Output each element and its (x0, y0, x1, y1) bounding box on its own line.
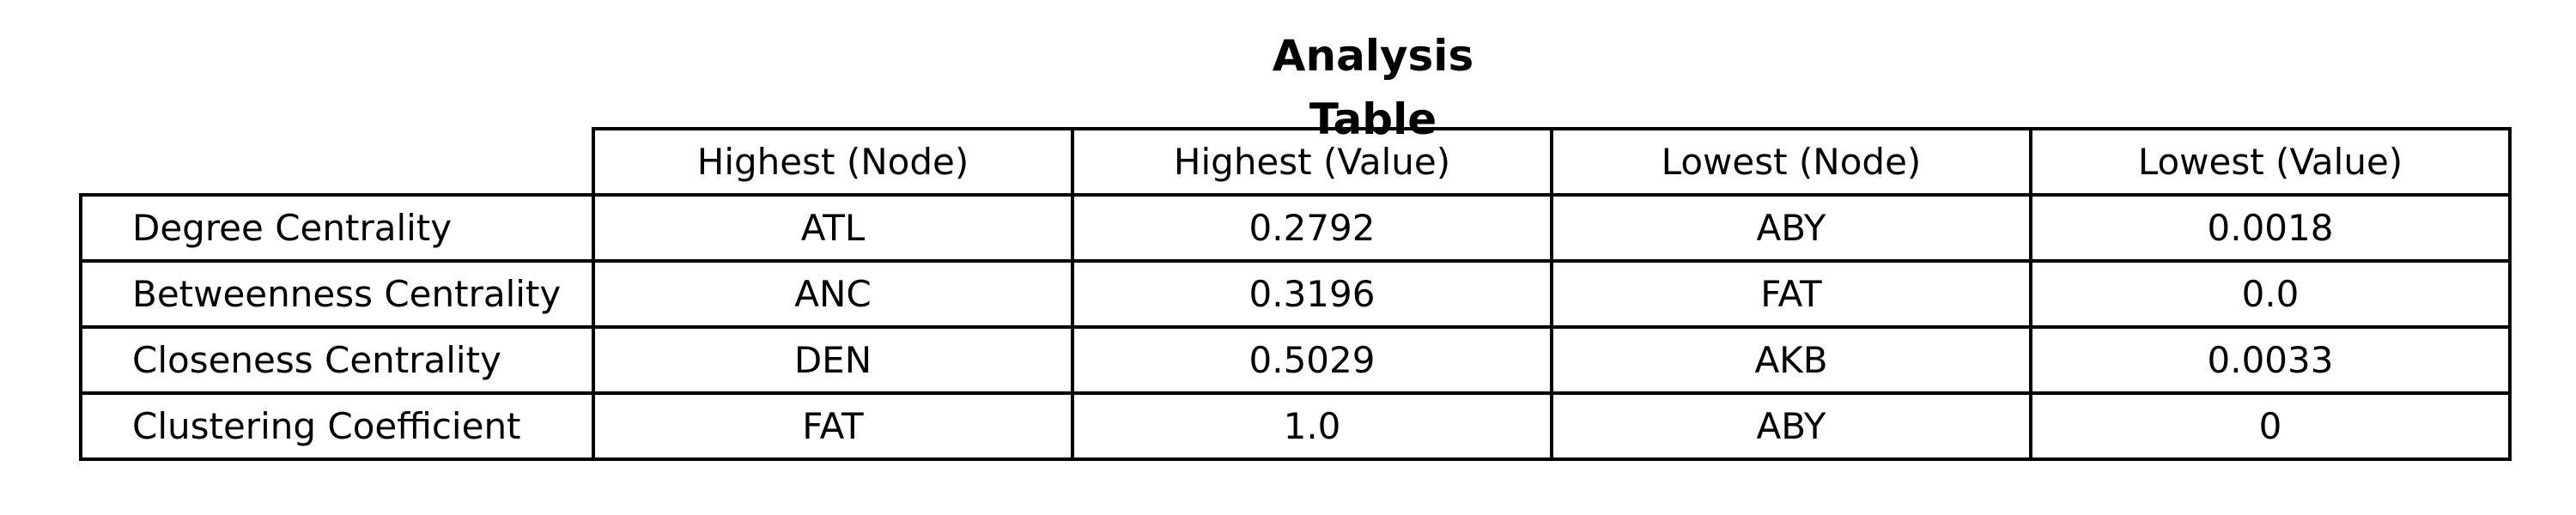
row-label: Clustering Coefficient (79, 391, 595, 461)
analysis-table: Highest (Node) Highest (Value) Lowest (N… (79, 127, 2512, 461)
table-cell: FAT (592, 391, 1074, 461)
table-cell: 0 (2029, 391, 2512, 461)
table-cell: 0.0 (2029, 259, 2512, 329)
column-header: Lowest (Node) (1550, 127, 2032, 197)
table-cell: FAT (1550, 259, 2032, 329)
table-cell: ATL (592, 193, 1074, 263)
table-row: Closeness Centrality DEN 0.5029 AKB 0.00… (79, 325, 2512, 395)
table-cell: ABY (1550, 391, 2032, 461)
table-cell: 0.5029 (1071, 325, 1553, 395)
header-row: Highest (Node) Highest (Value) Lowest (N… (81, 127, 2512, 197)
table-cell: DEN (592, 325, 1074, 395)
table-cell: 0.2792 (1071, 193, 1553, 263)
column-header: Highest (Value) (1071, 127, 1553, 197)
table-cell: 0.0033 (2029, 325, 2512, 395)
table-title: Analysis Table (1272, 31, 1474, 144)
table-cell: AKB (1550, 325, 2032, 395)
row-label: Betweenness Centrality (79, 259, 595, 329)
column-header: Highest (Node) (592, 127, 1074, 197)
table-row: Degree Centrality ATL 0.2792 ABY 0.0018 (79, 193, 2512, 263)
row-label: Degree Centrality (79, 193, 595, 263)
row-label: Closeness Centrality (79, 325, 595, 395)
table-cell: ANC (592, 259, 1074, 329)
corner-cell (81, 129, 595, 197)
table-row: Clustering Coefficient FAT 1.0 ABY 0 (79, 391, 2512, 461)
table-row: Betweenness Centrality ANC 0.3196 FAT 0.… (79, 259, 2512, 329)
table-cell: 0.3196 (1071, 259, 1553, 329)
table-cell: 1.0 (1071, 391, 1553, 461)
column-header: Lowest (Value) (2029, 127, 2512, 197)
table-cell: ABY (1550, 193, 2032, 263)
table-cell: 0.0018 (2029, 193, 2512, 263)
